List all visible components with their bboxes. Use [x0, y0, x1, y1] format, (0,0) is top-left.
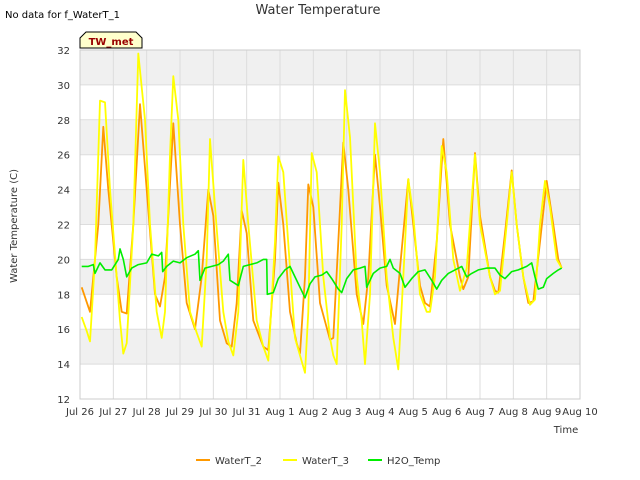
y-axis-label: Water Temperature (C)	[9, 169, 20, 283]
x-tick-label: Jul 28	[132, 407, 161, 418]
grid-band	[80, 119, 580, 155]
y-tick-label: 14	[57, 360, 70, 371]
y-tick-label: 18	[57, 290, 70, 301]
no-data-note: No data for f_WaterT_1	[5, 10, 120, 21]
x-tick-label: Aug 2	[299, 407, 328, 418]
x-axis-label: Time	[553, 425, 578, 436]
y-axis-ticks: 12 14 16 18 20 22 24 26 28 30 32	[57, 46, 70, 406]
x-tick-label: Aug 10	[562, 407, 597, 418]
y-tick-label: 24	[57, 186, 70, 197]
y-tick-label: 30	[57, 81, 70, 92]
y-tick-label: 16	[57, 325, 70, 336]
x-tick-label: Aug 8	[499, 407, 528, 418]
series-line-h2o-temp	[81, 248, 563, 299]
legend-label: WaterT_3	[302, 456, 349, 467]
y-tick-label: 20	[57, 255, 70, 266]
legend-label: H2O_Temp	[387, 456, 440, 467]
x-tick-label: Aug 5	[399, 407, 428, 418]
x-tick-label: Jul 30	[198, 407, 227, 418]
legend-label: WaterT_2	[215, 456, 262, 467]
y-tick-label: 28	[57, 116, 70, 127]
y-tick-label: 12	[57, 395, 70, 406]
x-tick-label: Jul 29	[165, 407, 194, 418]
background-bands	[80, 50, 580, 365]
series-line-watert-3	[80, 52, 563, 374]
x-tick-label: Jul 27	[98, 407, 127, 418]
legend: WaterT_2 WaterT_3 H2O_Temp	[196, 456, 440, 467]
x-tick-label: Aug 4	[365, 407, 394, 418]
x-tick-label: Aug 1	[265, 407, 294, 418]
station-tag: TW_met	[79, 31, 143, 49]
x-tick-label: Jul 26	[65, 407, 94, 418]
y-tick-label: 26	[57, 151, 70, 162]
x-tick-label: Aug 3	[332, 407, 361, 418]
x-tick-label: Aug 9	[532, 407, 561, 418]
plot-frame	[79, 49, 581, 400]
series-lines	[80, 52, 563, 374]
x-tick-label: Aug 7	[465, 407, 494, 418]
x-axis-ticks: Jul 26 Jul 27 Jul 28 Jul 29 Jul 30 Jul 31 Aug …	[65, 407, 598, 418]
x-tick-label: Aug 6	[432, 407, 461, 418]
y-tick-label: 22	[57, 221, 70, 232]
station-tag-label: TW_met	[89, 37, 134, 48]
grid-band	[80, 50, 580, 85]
y-tick-label: 32	[57, 46, 70, 57]
chart-title: Water Temperature	[256, 3, 381, 18]
x-tick-label: Jul 31	[232, 407, 261, 418]
grid-band	[80, 189, 580, 225]
